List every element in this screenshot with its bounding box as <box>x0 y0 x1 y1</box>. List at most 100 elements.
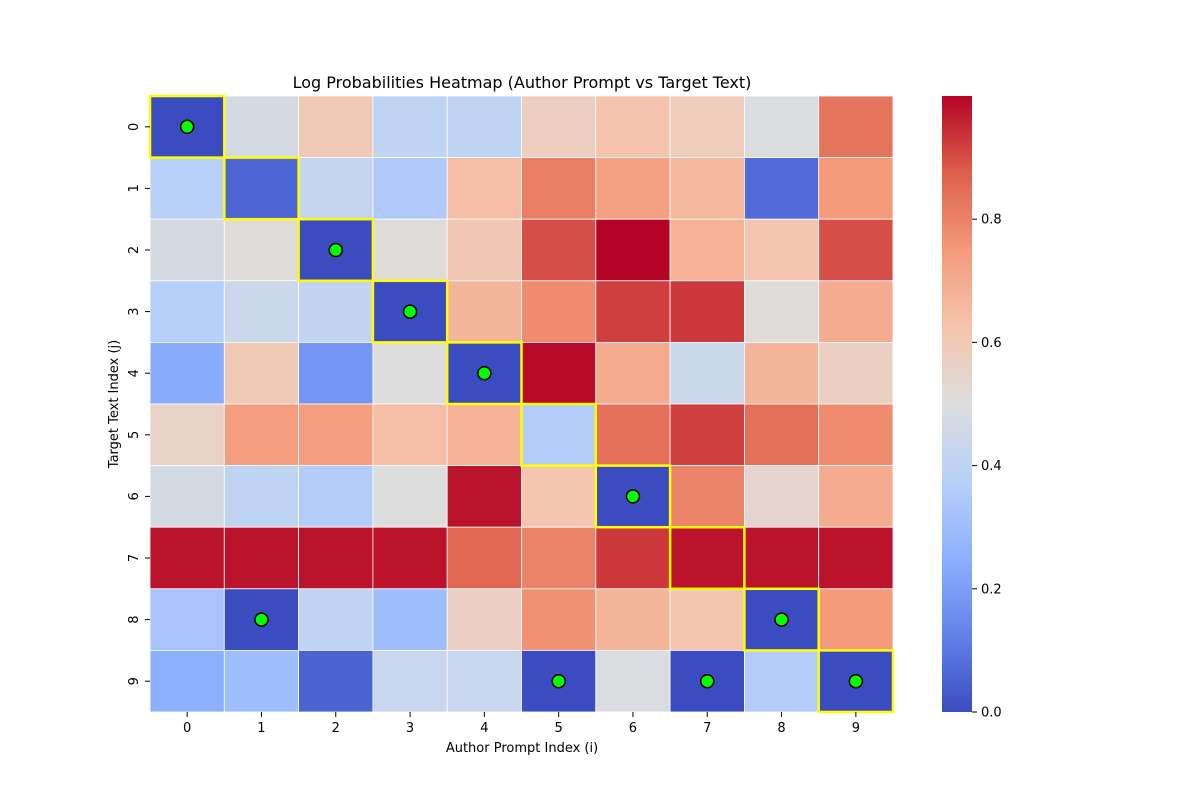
heatmap-cell <box>669 341 745 405</box>
marker-point <box>254 612 269 627</box>
heatmap-cell <box>298 526 374 590</box>
heatmap-cell <box>669 157 745 220</box>
heatmap-cell <box>521 157 597 220</box>
heatmap-cell <box>223 341 300 405</box>
heatmap-cell <box>818 403 894 466</box>
x-tick-label: 9 <box>852 721 860 736</box>
heatmap-cell <box>744 403 820 466</box>
colorbar-tick-label: 0.8 <box>981 213 1002 228</box>
marker-point <box>551 673 566 689</box>
heatmap-cell <box>298 650 374 713</box>
heatmap-cell <box>669 95 745 158</box>
heatmap-cell <box>372 526 448 590</box>
heatmap-cell <box>818 218 894 282</box>
x-tick-label: 3 <box>406 721 414 736</box>
heatmap-cell <box>446 157 522 220</box>
heatmap-cell <box>149 650 225 713</box>
heatmap-cell <box>372 218 448 282</box>
marker-point <box>774 612 789 627</box>
heatmap-cell <box>223 157 300 220</box>
heatmap-cell <box>521 526 597 590</box>
marker-point <box>477 365 492 381</box>
heatmap-cell <box>223 280 300 343</box>
heatmap-cell <box>298 588 374 651</box>
heatmap-cell <box>744 280 820 343</box>
y-axis-ticks: 0 1 2 3 4 5 6 7 8 9 <box>127 123 150 685</box>
x-tick-label: 0 <box>183 721 191 736</box>
x-axis-label: Author Prompt Index (i) <box>446 741 598 756</box>
highlight-box <box>371 279 449 344</box>
heatmap-cell <box>669 588 745 651</box>
colorbar-tick-label: 0.6 <box>981 336 1002 351</box>
heatmap-cell <box>372 588 448 651</box>
x-tick-label: 8 <box>777 721 785 736</box>
heatmap-cell <box>744 157 820 220</box>
highlight-box <box>594 464 672 529</box>
y-tick-label: 0 <box>127 123 142 131</box>
colorbar-tick-label: 0.2 <box>981 582 1002 597</box>
highlight-box <box>743 587 820 652</box>
marker-point <box>179 119 195 135</box>
colorbar-tick-label: 0.0 <box>981 706 1002 721</box>
heatmap-cell <box>818 95 894 158</box>
heatmap-cell <box>298 341 374 405</box>
heatmap-cell <box>372 95 448 158</box>
heatmap-cell <box>149 280 225 343</box>
heatmap-cell <box>223 526 300 590</box>
x-tick-label: 1 <box>257 721 265 736</box>
heatmap-cell <box>223 403 300 466</box>
heatmap-cell <box>595 341 671 405</box>
heatmap-cell <box>744 465 820 528</box>
heatmap-cell <box>446 218 522 282</box>
heatmap-cell <box>521 588 597 651</box>
heatmap-cell <box>595 650 671 713</box>
heatmap-cell <box>521 403 597 466</box>
y-axis-label: Target Text Index (j) <box>107 340 122 469</box>
heatmap-cell <box>595 95 671 158</box>
heatmap-cell <box>372 465 448 528</box>
heatmap-cell <box>595 588 671 651</box>
heatmap-cell <box>521 280 597 343</box>
x-tick-label: 7 <box>703 721 711 736</box>
heatmap-cell <box>669 280 745 343</box>
heatmap-cell <box>669 465 745 528</box>
heatmap-cell <box>223 218 300 282</box>
x-tick-label: 6 <box>629 721 637 736</box>
marker-point <box>402 304 418 319</box>
y-tick-label: 6 <box>127 492 142 500</box>
heatmap-cell <box>372 157 448 220</box>
y-tick-label: 1 <box>127 184 142 192</box>
marker-point <box>625 489 641 504</box>
marker-points <box>179 119 864 689</box>
chart-title: Log Probabilities Heatmap (Author Prompt… <box>293 73 752 92</box>
heatmap-cell <box>446 280 522 343</box>
heatmap-cell <box>446 526 522 590</box>
heatmap-cell <box>149 157 225 220</box>
y-tick-label: 8 <box>127 615 142 623</box>
x-axis-ticks: 0 1 2 3 4 5 6 7 8 9 <box>183 712 860 736</box>
heatmap-cell <box>521 465 597 528</box>
heatmap-cell <box>223 95 300 158</box>
y-tick-label: 7 <box>127 554 142 562</box>
heatmap-cell <box>818 588 894 651</box>
y-tick-label: 2 <box>127 246 142 254</box>
highlight-box <box>668 525 746 591</box>
y-tick-label: 3 <box>127 307 142 315</box>
heatmap-cell <box>149 218 225 282</box>
x-tick-label: 4 <box>480 721 488 736</box>
y-tick-label: 4 <box>127 369 142 377</box>
heatmap-cell <box>744 650 820 713</box>
highlight-box <box>297 217 375 283</box>
heatmap-cell <box>298 465 374 528</box>
heatmap-cell <box>446 403 522 466</box>
heatmap-cell <box>744 341 820 405</box>
heatmap-cell <box>818 526 894 590</box>
colorbar-tick-label: 0.4 <box>981 459 1002 474</box>
highlight-box <box>223 156 300 221</box>
colorbar <box>942 96 972 712</box>
y-tick-label: 5 <box>127 431 142 439</box>
colorbar-ticks: 0.0 0.2 0.4 0.6 0.8 <box>972 213 1002 721</box>
heatmap-cell <box>818 280 894 343</box>
heatmap-cell <box>521 218 597 282</box>
